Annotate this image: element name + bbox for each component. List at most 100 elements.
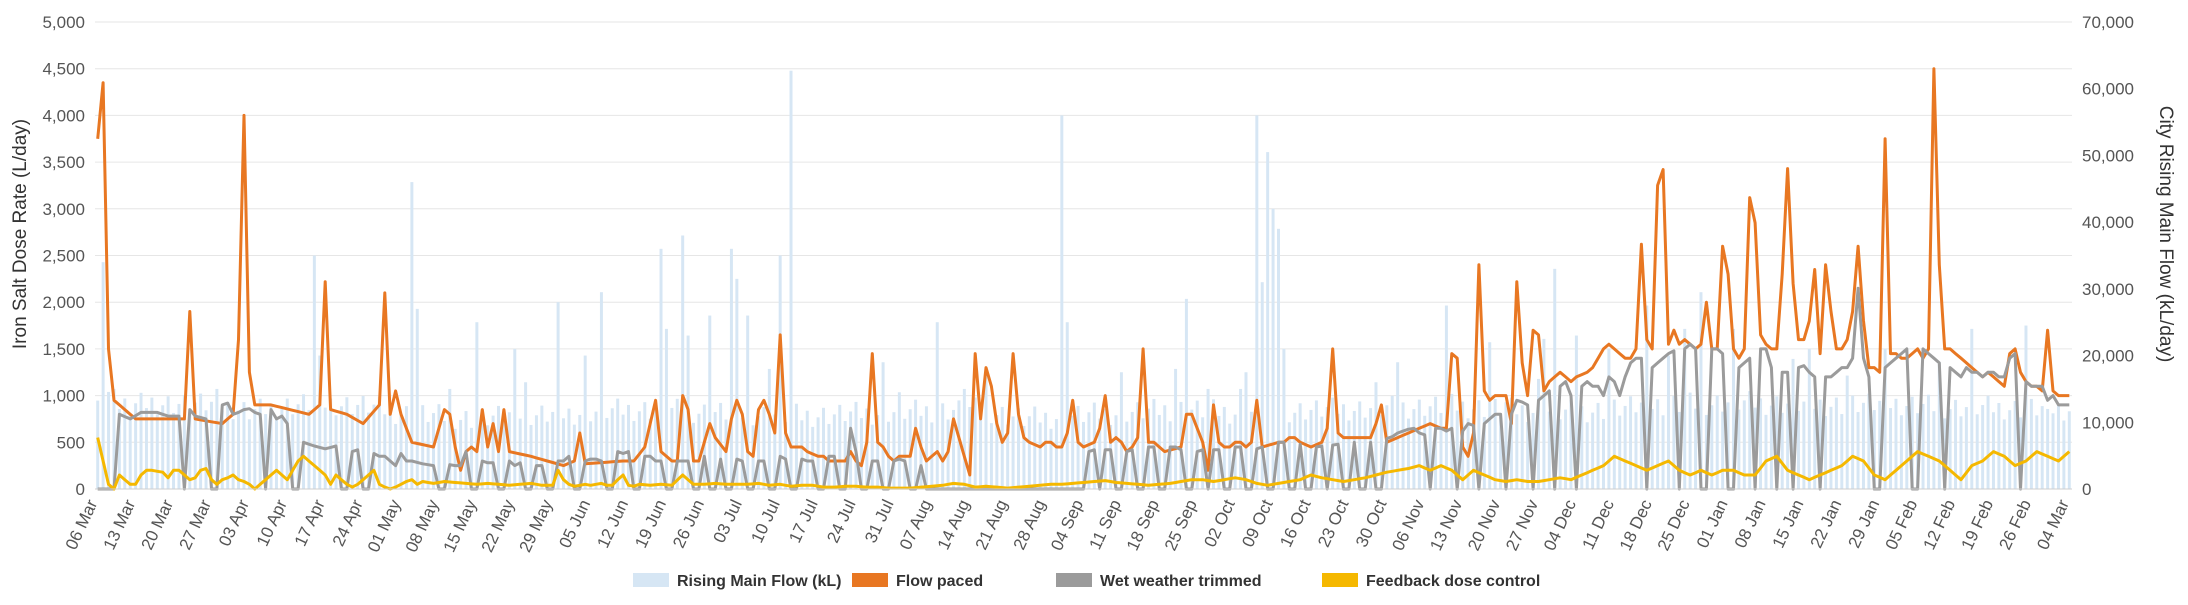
flow-bar <box>1948 409 1952 489</box>
flow-bar <box>832 414 836 489</box>
flow-bar <box>1786 403 1790 489</box>
flow-bar <box>1791 358 1795 489</box>
y-axis-title-left: Iron Salt Dose Rate (L/day) <box>10 119 31 349</box>
flow-bar <box>740 417 744 489</box>
gridlines <box>95 21 2072 490</box>
flow-bar <box>1802 401 1806 489</box>
flow-bar <box>312 255 316 489</box>
flow-bar <box>1645 305 1649 489</box>
flow-bar <box>307 409 311 489</box>
flow-bar <box>1867 393 1871 489</box>
flow-bar <box>784 421 788 489</box>
flow-bar <box>1293 412 1297 489</box>
flow-bar <box>1054 419 1058 489</box>
flow-bar <box>1282 348 1286 489</box>
flow-bar <box>773 414 777 489</box>
y-tick-right: 60,000 <box>2082 80 2134 99</box>
legend-label: Wet weather trimmed <box>1100 573 1262 590</box>
flow-bar <box>1683 328 1687 489</box>
flow-bar <box>1710 405 1714 489</box>
flow-bar <box>1060 115 1064 490</box>
flow-bar <box>1526 421 1530 489</box>
flow-bar <box>1634 412 1638 489</box>
flow-bar <box>1244 372 1248 489</box>
flow-bar <box>1959 416 1963 489</box>
flow-bar <box>697 413 701 489</box>
flow-bar <box>182 394 186 489</box>
flow-bar <box>231 419 235 489</box>
legend-item: Feedback dose control <box>1322 573 1540 590</box>
flow-bar <box>1872 410 1876 489</box>
flow-bar <box>735 278 739 489</box>
flow-bar <box>1596 402 1600 489</box>
flow-bar <box>2013 400 2017 489</box>
flow-bar <box>161 405 165 489</box>
x-tick: 05 Jun <box>555 497 594 551</box>
flow-bar <box>1163 405 1167 489</box>
flow-bar <box>128 413 132 489</box>
flow-bar <box>1249 411 1253 489</box>
flow-bar <box>1553 268 1557 489</box>
x-tick: 15 May <box>440 496 481 555</box>
flow-bar <box>123 398 127 489</box>
flow-bar <box>415 308 419 489</box>
flow-bar <box>1509 397 1513 489</box>
flow-bar <box>1775 396 1779 489</box>
flow-bar <box>1612 399 1616 489</box>
x-tick: 17 Apr <box>291 496 329 549</box>
y-tick-left: 3,000 <box>42 200 85 219</box>
flow-bar <box>442 420 446 489</box>
flow-bar <box>220 410 224 489</box>
x-tick: 10 Jul <box>747 497 783 546</box>
flow-bar <box>1964 407 1968 489</box>
flow-bar <box>2040 406 2044 489</box>
flow-bar <box>1000 406 1004 489</box>
x-tick: 24 Jul <box>823 497 859 546</box>
flow-bar <box>144 408 148 489</box>
y-tick-left: 500 <box>57 433 85 452</box>
x-tick: 18 Sep <box>1123 497 1163 554</box>
flow-bar <box>1520 405 1524 489</box>
flow-bar <box>1639 402 1643 489</box>
flow-bar <box>1347 420 1351 489</box>
flow-bar <box>1970 328 1974 489</box>
y-tick-left: 1,000 <box>42 387 85 406</box>
flow-bar <box>285 398 289 489</box>
flow-bar <box>811 426 815 489</box>
flow-bar <box>1499 415 1503 489</box>
flow-bar <box>1780 412 1784 489</box>
flow-bar <box>134 403 138 489</box>
flow-bar <box>513 348 517 489</box>
flow-bar <box>1585 422 1589 489</box>
flow-bar <box>599 292 603 489</box>
flow-bar <box>1796 410 1800 489</box>
flow-bar <box>1688 392 1692 489</box>
flow-bar <box>1601 418 1605 489</box>
flow-bar <box>605 417 609 489</box>
x-tick: 19 Feb <box>1957 497 1997 553</box>
flow-bar <box>729 248 733 489</box>
flow-bar <box>2051 413 2055 489</box>
x-tick: 25 Sep <box>1161 497 1201 554</box>
x-tick: 28 Aug <box>1010 497 1050 553</box>
flow-bar <box>1932 411 1936 489</box>
flow-bar <box>1038 422 1042 489</box>
flow-bar <box>681 235 685 489</box>
flow-bar <box>1894 398 1898 489</box>
flow-bar <box>1471 409 1475 489</box>
flow-bar <box>426 421 430 489</box>
flow-bar <box>1212 399 1215 489</box>
flow-bar <box>1114 415 1118 489</box>
x-tick: 27 Mar <box>175 496 215 552</box>
flow-bar <box>924 406 928 489</box>
legend-swatch <box>1056 573 1092 587</box>
flow-bar <box>973 397 977 489</box>
flow-bar <box>897 392 901 489</box>
flow-bar <box>1439 412 1443 489</box>
flow-bar <box>367 412 371 489</box>
flow-bar <box>594 411 598 489</box>
flow-bar <box>941 403 945 489</box>
series-line-0 <box>96 67 2070 477</box>
flow-bar <box>1190 409 1194 489</box>
